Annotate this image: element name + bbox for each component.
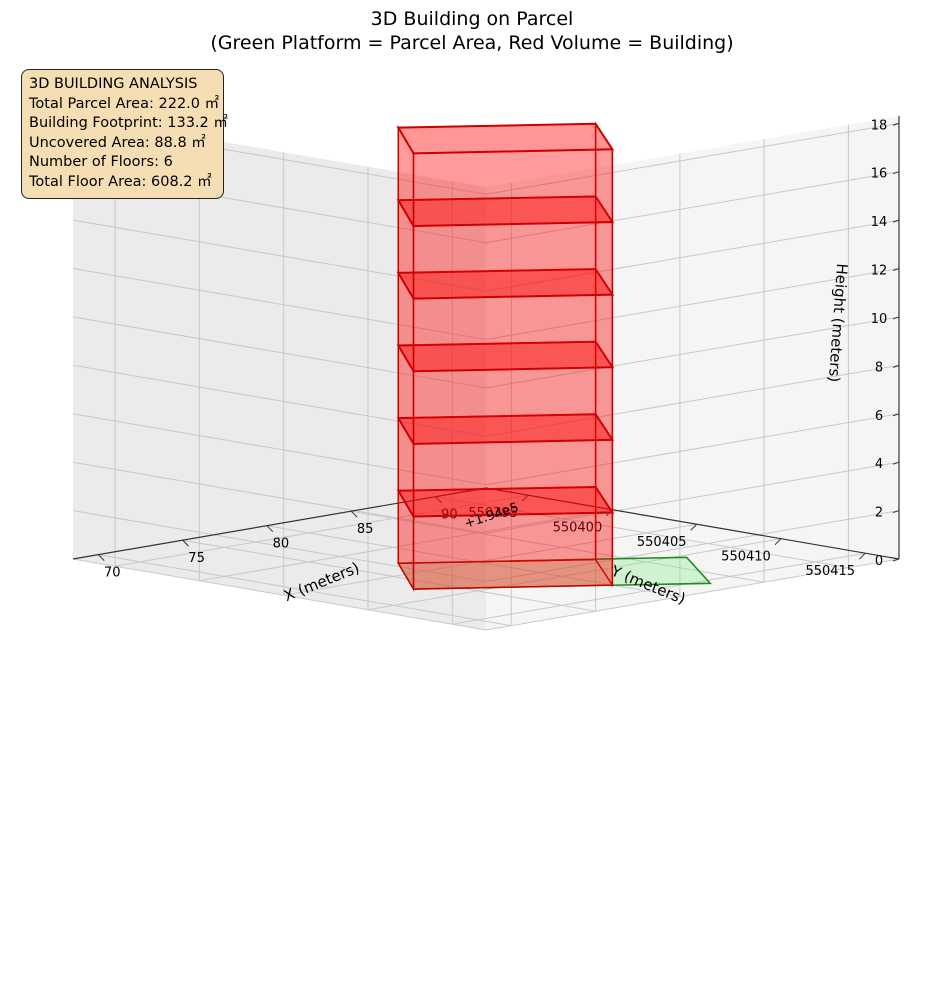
x-tick-mark-4 xyxy=(435,496,442,504)
floor-3 xyxy=(396,339,615,447)
x-tick-label-3: 85 xyxy=(357,522,374,537)
info-title: 3D BUILDING ANALYSIS xyxy=(29,76,198,92)
y-tick-label-0: 550395 xyxy=(468,506,518,521)
z-gridline-4 xyxy=(72,364,900,437)
chart-title: 3D Building on Parcel (Green Platform = … xyxy=(210,8,733,54)
chart-title-line-2: (Green Platform = Parcel Area, Red Volum… xyxy=(210,32,733,54)
floor-6-wall-4 xyxy=(412,148,614,227)
floor-4 xyxy=(396,266,615,374)
z-tick-mark-9 xyxy=(892,122,900,126)
z-tick-label-9: 18 xyxy=(871,118,888,133)
x-tick-label-2: 80 xyxy=(273,537,290,552)
info-uncovered-area: Uncovered Area: 88.8 ㎡ xyxy=(29,134,206,151)
y-tick-mark-3 xyxy=(774,538,782,546)
z-tick-mark-7 xyxy=(892,219,900,223)
floor-1-wall-4 xyxy=(412,511,614,590)
z-tick-label-0: 0 xyxy=(875,554,883,569)
z-tick-label-5: 10 xyxy=(871,312,888,327)
info-footprint: Building Footprint: 133.2 ㎡ xyxy=(29,115,228,132)
x-tick-mark-3 xyxy=(350,510,358,518)
left-wall-pane xyxy=(73,116,486,630)
z-gridline-1 xyxy=(72,510,900,583)
floor-5-wall-4 xyxy=(412,221,614,300)
floor-6 xyxy=(396,121,615,229)
z-tick-mark-6 xyxy=(892,268,900,271)
x-tick-label-0: 70 xyxy=(104,566,121,581)
x-tick-mark-0 xyxy=(97,554,105,562)
y-tick-mark-4 xyxy=(858,552,866,560)
info-total-floor-area: Total Floor Area: 608.2 ㎡ xyxy=(29,173,212,190)
z-tick-mark-0 xyxy=(892,558,900,562)
z-gridline-5 xyxy=(72,316,900,389)
chart-title-line-1: 3D Building on Parcel xyxy=(371,8,574,30)
z-tick-label-2: 4 xyxy=(875,457,883,472)
floor-5 xyxy=(396,194,615,302)
y-tick-label-1: 550400 xyxy=(553,521,603,536)
z-tick-label-7: 14 xyxy=(871,215,888,230)
info-floor-count: Number of Floors: 6 xyxy=(29,154,173,171)
z-tick-label-6: 12 xyxy=(871,264,888,279)
y-tick-label-2: 550405 xyxy=(637,535,687,550)
info-parcel-area: Total Parcel Area: 222.0 ㎡ xyxy=(29,95,220,112)
floor-2 xyxy=(396,411,615,520)
x-tick-mark-1 xyxy=(182,539,189,547)
analysis-info-box: 3D BUILDING ANALYSIS Total Parcel Area: … xyxy=(21,69,228,199)
axis-lines xyxy=(72,116,900,560)
z-gridline-6 xyxy=(72,268,900,341)
z-gridline-2 xyxy=(72,461,900,534)
z-tick-mark-8 xyxy=(892,171,900,175)
z-tick-mark-5 xyxy=(892,316,900,320)
y-axis-line xyxy=(485,487,900,560)
y-tick-label-4: 550415 xyxy=(805,564,855,579)
z-gridline-7 xyxy=(72,219,900,292)
z-tick-label-8: 16 xyxy=(871,167,888,182)
x-tick-label-1: 75 xyxy=(188,551,205,566)
z-gridline-0 xyxy=(72,558,900,631)
x-axis-line xyxy=(72,487,487,560)
z-tick-mark-3 xyxy=(892,413,900,417)
z-tick-label-4: 8 xyxy=(875,360,883,375)
z-tick-mark-2 xyxy=(892,461,900,465)
z-tick-label-1: 2 xyxy=(875,506,883,521)
y-tick-mark-2 xyxy=(690,523,698,531)
data-layer xyxy=(396,121,712,592)
right-wall-pane xyxy=(486,116,899,630)
y-tick-mark-0 xyxy=(521,494,529,502)
x-tick-mark-2 xyxy=(266,525,274,533)
floor-3-wall-4 xyxy=(412,366,614,445)
z-gridline-3 xyxy=(72,413,900,486)
z-tick-mark-4 xyxy=(892,364,900,368)
y-tick-label-3: 550410 xyxy=(721,550,771,565)
floor-6-top xyxy=(396,122,615,155)
floor-4-wall-4 xyxy=(412,293,614,373)
floor-1 xyxy=(396,484,615,592)
z-tick-label-3: 6 xyxy=(875,409,883,424)
z-tick-mark-1 xyxy=(892,510,900,514)
